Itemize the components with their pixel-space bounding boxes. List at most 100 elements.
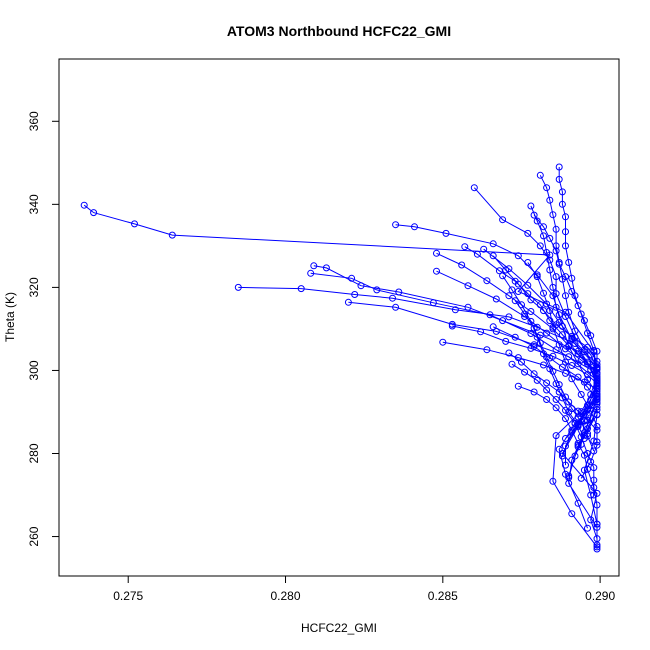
x-tick-label: 0.275: [113, 589, 143, 603]
data-point: [458, 261, 466, 269]
data-point: [297, 285, 305, 293]
data-point: [461, 243, 469, 251]
data-point: [502, 337, 510, 345]
data-point: [502, 266, 510, 274]
data-point: [584, 383, 591, 391]
data-point: [549, 283, 557, 291]
data-point: [568, 288, 576, 295]
series-line: [436, 270, 598, 457]
series-2: [234, 283, 601, 549]
data-point: [574, 421, 582, 429]
data-point: [555, 388, 563, 396]
data-point: [511, 297, 519, 305]
data-point: [536, 171, 544, 179]
data-point: [470, 184, 478, 192]
data-point: [533, 323, 541, 331]
data-point: [464, 282, 472, 290]
data-point: [530, 370, 538, 378]
data-point: [505, 313, 513, 321]
data-point: [574, 407, 582, 415]
data-point: [552, 404, 560, 412]
data-point: [530, 388, 538, 396]
data-point: [552, 380, 560, 388]
data-point: [433, 249, 440, 257]
data-point: [568, 510, 576, 518]
data-point: [310, 262, 318, 270]
data-point: [448, 322, 456, 330]
data-point: [536, 242, 544, 250]
data-point: [505, 349, 513, 357]
data-point: [580, 317, 588, 325]
data-point: [565, 259, 573, 266]
data-point: [580, 346, 588, 354]
data-point: [574, 373, 582, 381]
data-point: [571, 327, 579, 335]
data-point: [593, 501, 601, 509]
data-point: [90, 209, 98, 217]
data-point: [577, 310, 585, 318]
data-point: [344, 298, 352, 306]
data-point: [562, 213, 569, 221]
data-point: [568, 375, 576, 383]
x-tick-label: 0.290: [585, 589, 615, 603]
data-point: [451, 306, 459, 314]
data-point: [593, 520, 601, 528]
data-point: [429, 299, 437, 307]
data-point: [521, 368, 529, 376]
series-line: [238, 286, 598, 545]
data-point: [499, 216, 507, 224]
data-point: [565, 342, 573, 350]
series-line: [310, 272, 598, 548]
y-tick-label: 300: [27, 360, 41, 380]
data-point: [392, 303, 400, 311]
data-point: [527, 296, 535, 304]
data-point: [574, 302, 582, 310]
data-point: [562, 358, 569, 366]
data-point: [511, 333, 519, 341]
data-point: [552, 303, 560, 311]
data-point: [480, 245, 488, 253]
data-point: [555, 341, 563, 349]
data-point: [527, 330, 535, 337]
data-point: [514, 280, 522, 288]
data-point: [524, 259, 532, 266]
data-point: [543, 329, 551, 337]
data-point: [540, 232, 547, 240]
data-point: [593, 441, 601, 449]
data-point: [546, 365, 554, 373]
data-point: [530, 211, 538, 219]
data-point: [543, 396, 551, 403]
data-point: [590, 464, 598, 472]
data-point: [593, 523, 601, 531]
data-point: [562, 435, 569, 442]
data-point: [580, 417, 588, 425]
data-point: [562, 242, 569, 250]
data-point: [533, 376, 541, 384]
data-point: [540, 289, 547, 297]
data-point: [571, 452, 579, 460]
data-point: [530, 324, 538, 332]
x-tick-label: 0.280: [271, 589, 301, 603]
data-point: [593, 347, 601, 355]
data-point: [587, 458, 595, 466]
data-point: [549, 323, 557, 331]
data-point: [568, 426, 576, 434]
data-point: [587, 406, 595, 414]
data-point: [565, 353, 573, 361]
series-18: [514, 382, 601, 528]
y-tick-label: 340: [27, 194, 41, 214]
data-point: [483, 277, 491, 285]
data-point: [584, 360, 591, 368]
data-point: [546, 266, 554, 274]
data-point: [555, 260, 563, 268]
data-point: [540, 350, 547, 358]
data-point: [552, 432, 560, 440]
y-tick-label: 260: [27, 526, 41, 546]
data-point: [574, 360, 582, 368]
data-point: [499, 317, 507, 325]
data-point: [562, 292, 569, 300]
data-point: [590, 484, 598, 491]
data-point: [593, 381, 601, 389]
data-point: [530, 342, 538, 350]
y-tick-label: 360: [27, 111, 41, 131]
